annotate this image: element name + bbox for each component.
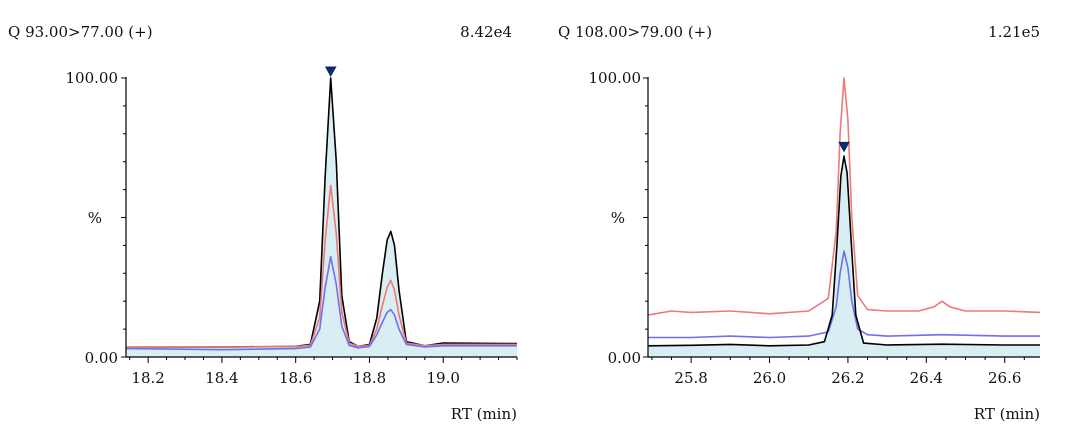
panel-2-peak-fills [648, 156, 1040, 357]
panel-1-x-tick-label: 18.8 [353, 369, 386, 387]
panel-2-peak-marker [838, 141, 850, 153]
chromatogram-panel-2: Q 108.00>79.00 (+) 1.21e5 25.8 26.0 26.2 26… [558, 23, 1041, 423]
panel-2-x-ticks: 25.8 26.0 26.2 26.4 26.6 [651, 357, 1025, 387]
panel-1-peak-marker [324, 66, 337, 78]
panel-2-trace-2 [648, 250, 1040, 339]
panel-1-y-tick-0: 0.00 [85, 349, 118, 367]
panel-1-traces [125, 77, 518, 351]
panel-1-x-tick-label: 19.0 [427, 369, 460, 387]
panel-2-traces [647, 77, 1041, 347]
panel-2-y-minor-ticks [643, 77, 648, 358]
panel-1-x-ticks: 18.2 18.4 18.6 18.8 19.0 [129, 357, 518, 387]
panel-1-max-intensity: 8.42e4 [460, 23, 512, 41]
panel-1-trace-3 [125, 255, 517, 351]
panel-1-y-minor-ticks [121, 77, 126, 358]
panel-1-x-axis-label: RT (min) [451, 405, 517, 423]
panel-1-title: Q 93.00>77.00 (+) [8, 23, 153, 41]
panel-2-y-tick-0: 0.00 [608, 349, 641, 367]
panel-1-trace-2 [125, 184, 517, 348]
panel-2-x-tick-label: 26.4 [910, 369, 943, 387]
panel-2-peak-area-3 [648, 156, 1040, 357]
panel-2-y-tick-100: 100.00 [589, 69, 642, 87]
chromatogram-panel-1: Q 93.00>77.00 (+) 8.42e4 18.2 18.4 18.6 18.… [8, 23, 518, 423]
panel-1-x-tick-label: 18.4 [205, 369, 238, 387]
panel-1-y-axis-label: % [88, 209, 102, 227]
panel-1-x-tick-label: 18.6 [279, 369, 312, 387]
panel-2-x-tick-label: 26.2 [831, 369, 864, 387]
panel-2-trace-3 [647, 155, 1040, 347]
panel-2-x-axis-label: RT (min) [974, 405, 1040, 423]
panel-2-x-tick-label: 26.6 [988, 369, 1021, 387]
panel-2-x-tick-label: 26.0 [753, 369, 786, 387]
panel-1-peak-marker-triangle [324, 66, 337, 78]
panel-2-x-tick-label: 25.8 [674, 369, 707, 387]
panel-2-max-intensity: 1.21e5 [988, 23, 1040, 41]
panel-2-title: Q 108.00>79.00 (+) [558, 23, 712, 41]
panel-2-trace-1 [647, 77, 1041, 316]
panel-2-peak-marker-triangle [838, 141, 850, 153]
panel-1-y-tick-100: 100.00 [66, 69, 119, 87]
panel-1-x-tick-label: 18.2 [131, 369, 164, 387]
panel-2-y-axis-label: % [611, 209, 625, 227]
